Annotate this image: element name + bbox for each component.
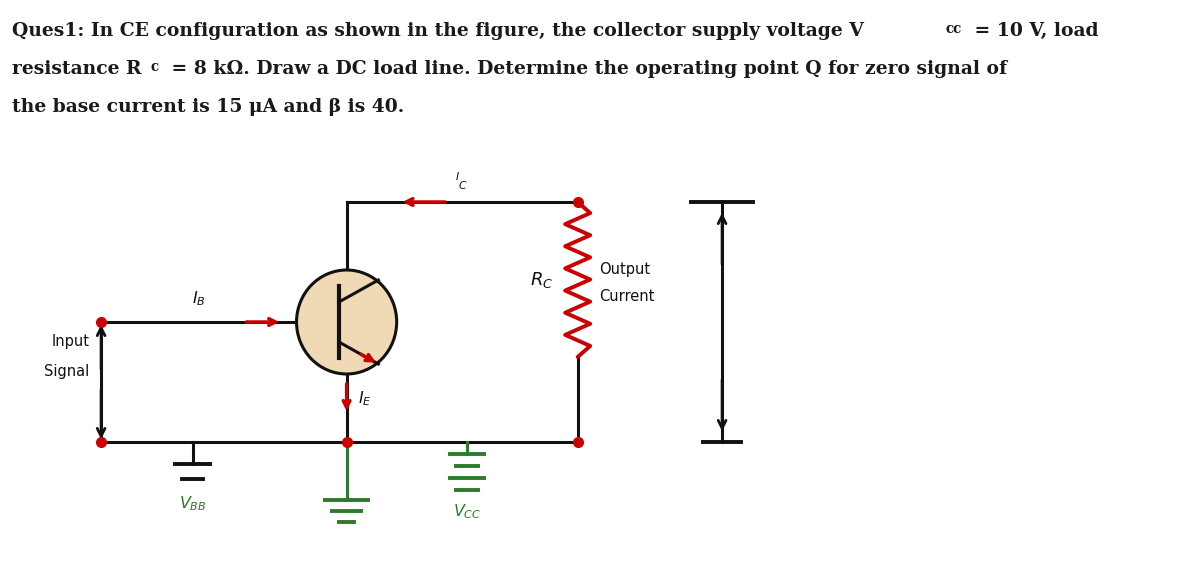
- Text: $V_{BB}$: $V_{BB}$: [179, 494, 206, 513]
- Text: Current: Current: [599, 289, 654, 304]
- Text: Input: Input: [52, 334, 90, 349]
- Text: Signal: Signal: [44, 364, 90, 379]
- Text: $R_C$: $R_C$: [530, 269, 553, 290]
- Text: $I_E$: $I_E$: [358, 389, 372, 409]
- Circle shape: [296, 270, 397, 374]
- Text: $V_{CC}$: $V_{CC}$: [452, 502, 481, 520]
- Text: = 8 kΩ. Draw a DC load line. Determine the operating point Q for zero signal of: = 8 kΩ. Draw a DC load line. Determine t…: [164, 60, 1007, 78]
- Text: cc: cc: [946, 22, 961, 36]
- Text: resistance R: resistance R: [12, 60, 142, 78]
- Text: Output: Output: [599, 262, 650, 277]
- Text: c: c: [150, 60, 158, 74]
- Text: $I_B$: $I_B$: [192, 289, 205, 308]
- Text: $^{I}$$_C$: $^{I}$$_C$: [456, 171, 469, 192]
- Text: the base current is 15 μA and β is 40.: the base current is 15 μA and β is 40.: [12, 98, 404, 116]
- Text: = 10 V, load: = 10 V, load: [967, 22, 1098, 40]
- Text: Ques1: In CE configuration as shown in the figure, the collector supply voltage : Ques1: In CE configuration as shown in t…: [12, 22, 864, 40]
